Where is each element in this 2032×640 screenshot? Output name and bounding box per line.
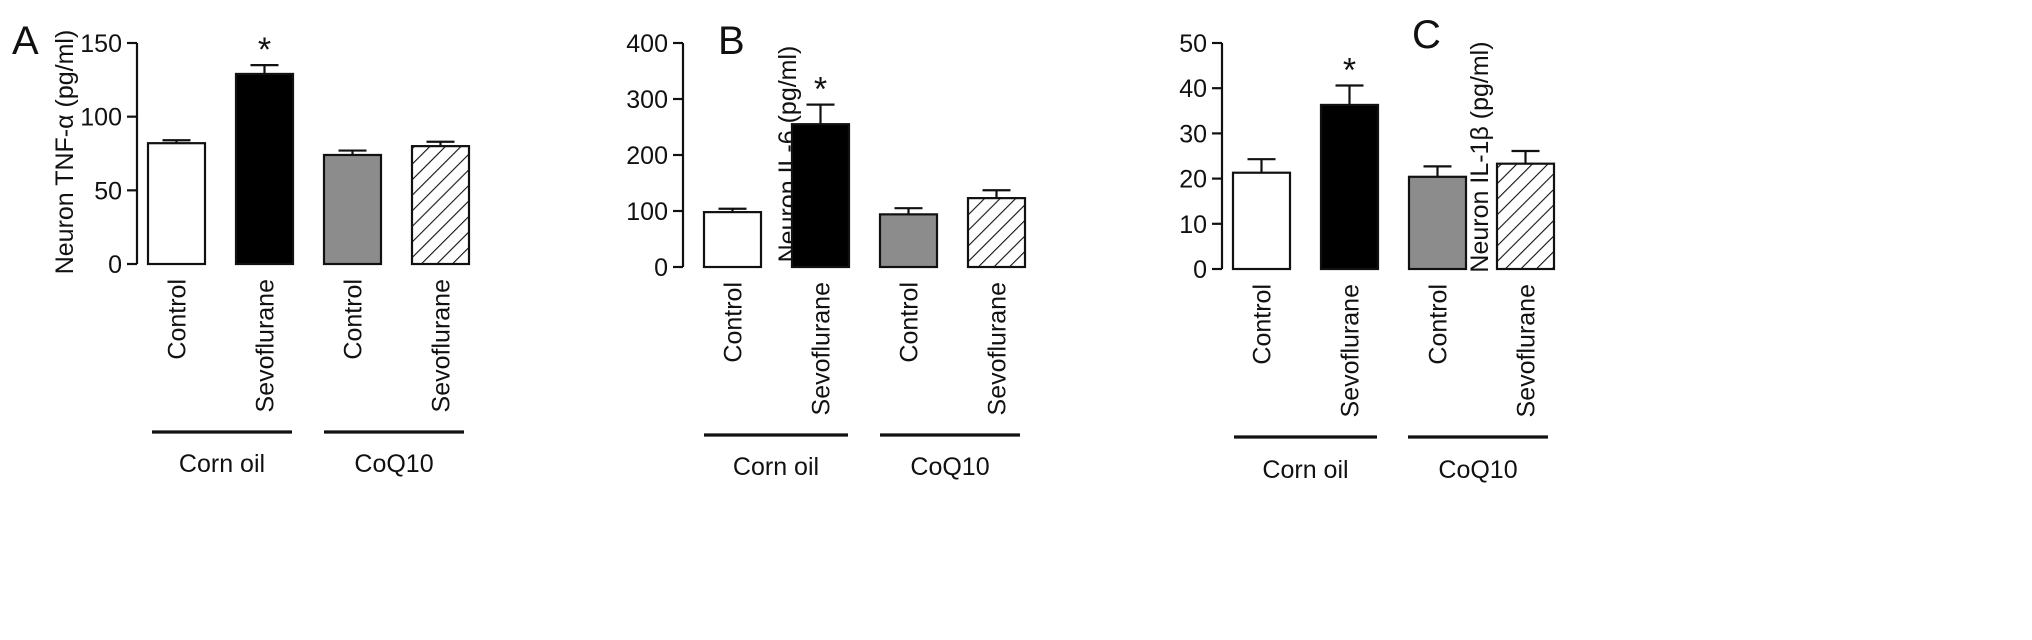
y-tick-label: 20 xyxy=(1179,166,1207,194)
bar-c-1 xyxy=(1319,103,1380,271)
y-tick-label: 200 xyxy=(626,142,668,170)
bar-a-1 xyxy=(234,72,295,266)
group-label: CoQ10 xyxy=(1438,456,1517,484)
panel-letter-a: A xyxy=(12,19,39,63)
y-tick-label: 100 xyxy=(626,198,668,226)
x-tick-label: Sevoflurane xyxy=(1337,284,1365,417)
y-tick-label: 300 xyxy=(626,86,668,114)
bar-a-3 xyxy=(410,145,471,266)
y-tick-label: 150 xyxy=(80,30,122,58)
group-label: Corn oil xyxy=(733,453,819,481)
panel-c: C Neuron IL-1β (pg/ml) 0 10 20 30 40 50 Contro… xyxy=(1179,13,1556,484)
x-tick-label: Sevoflurane xyxy=(1513,284,1541,417)
x-tick-label: Control xyxy=(896,282,924,363)
x-tick-label: Control xyxy=(1249,284,1277,365)
bar-b-2 xyxy=(878,213,939,269)
group-label: CoQ10 xyxy=(910,453,989,481)
y-tick-label: 10 xyxy=(1179,211,1207,239)
x-tick-label: Sevoflurane xyxy=(428,279,456,412)
x-tick-label: Sevoflurane xyxy=(252,279,280,412)
y-tick-label: 40 xyxy=(1179,75,1207,103)
y-tick-label: 400 xyxy=(626,30,668,58)
significance-mark: * xyxy=(258,31,271,69)
y-tick-label: 50 xyxy=(1179,30,1207,58)
x-tick-label: Control xyxy=(164,279,192,360)
x-tick-label: Sevoflurane xyxy=(984,282,1012,415)
plot-area-b: 0 100 200 300 400 Control * Sevoflurane Control S… xyxy=(626,30,1027,481)
bar-c-0 xyxy=(1231,171,1292,271)
y-tick-label: 0 xyxy=(654,254,668,282)
x-tick-label: Sevoflurane xyxy=(808,282,836,415)
y-axis-label-c: Neuron IL-1β (pg/ml) xyxy=(1466,41,1494,272)
y-tick-label: 0 xyxy=(108,251,122,279)
y-tick-label: 100 xyxy=(80,104,122,132)
group-label: CoQ10 xyxy=(354,450,433,478)
bar-c-3 xyxy=(1495,162,1556,271)
significance-mark: * xyxy=(814,71,827,109)
plot-area-c: 0 10 20 30 40 50 Control * Sevoflurane Control Sev… xyxy=(1179,30,1556,484)
significance-mark: * xyxy=(1343,51,1356,89)
y-axis-label-a: Neuron TNF-α (pg/ml) xyxy=(51,30,79,275)
y-tick-label: 30 xyxy=(1179,120,1207,148)
panel-letter-c: C xyxy=(1412,13,1441,57)
group-label: Corn oil xyxy=(1262,456,1348,484)
group-label: Corn oil xyxy=(179,450,265,478)
x-tick-label: Control xyxy=(1425,284,1453,365)
bar-a-2 xyxy=(322,153,383,266)
panel-letter-b: B xyxy=(718,19,745,63)
plot-area-a: 0 50 100 150 Control * Sevoflurane Control Sevof… xyxy=(80,30,471,478)
y-tick-label: 0 xyxy=(1193,256,1207,284)
bar-a-0 xyxy=(146,142,207,266)
x-tick-label: Control xyxy=(340,279,368,360)
panel-a: A Neuron TNF-α (pg/ml) 0 50 100 150 Control *… xyxy=(12,19,471,478)
bar-b-3 xyxy=(966,197,1027,269)
x-tick-label: Control xyxy=(720,282,748,363)
y-tick-label: 50 xyxy=(94,177,122,205)
bar-b-1 xyxy=(790,123,851,269)
bar-b-0 xyxy=(702,211,763,269)
panel-b: B Neuron IL-6 (pg/ml) 0100200300400Contr… xyxy=(626,19,1027,481)
bar-c-2 xyxy=(1407,175,1468,271)
